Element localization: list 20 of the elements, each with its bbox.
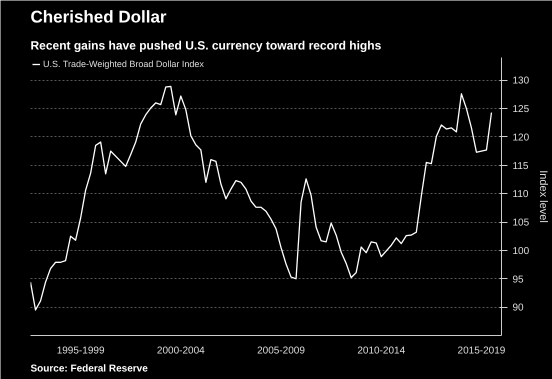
y-tick-label: 95 — [512, 274, 524, 286]
y-tick-label: 115 — [512, 160, 529, 172]
y-tick-label: 120 — [512, 132, 530, 144]
y-tick-label: 110 — [512, 189, 529, 200]
x-tick-label: 2010-2014 — [357, 346, 406, 356]
y-axis-title: Index level — [537, 170, 550, 223]
y-tick-label: 105 — [512, 218, 530, 229]
x-tick-label: 2000-2004 — [156, 346, 206, 356]
x-tick-label: 1995-1999 — [56, 346, 105, 356]
y-tick-label: 90 — [512, 302, 524, 314]
source-note: Source: Federal Reserve — [30, 364, 148, 374]
x-tick-label: 2015-2019 — [458, 346, 506, 356]
chart-subtitle: Recent gains have pushed U.S. currency toward record highs — [30, 38, 382, 52]
chart-title: Cherished Dollar — [30, 8, 167, 26]
line-series — [30, 86, 492, 311]
y-tick-label: 130 — [512, 76, 530, 87]
x-tick-label: 2005-2009 — [257, 346, 306, 356]
legend-label: U.S. Trade-Weighted Broad Dollar Index — [43, 59, 204, 69]
y-tick-label: 100 — [512, 246, 530, 257]
y-tick-label: 125 — [512, 104, 530, 116]
